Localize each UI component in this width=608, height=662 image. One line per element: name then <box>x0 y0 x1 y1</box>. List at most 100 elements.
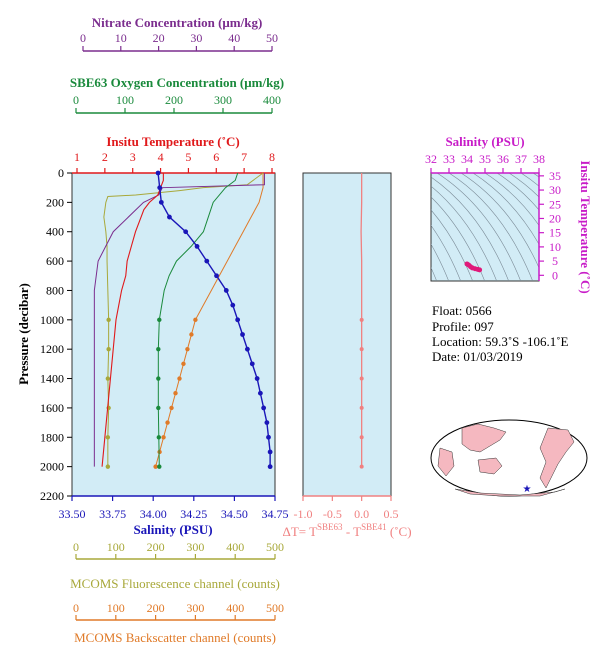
series-point <box>105 435 111 440</box>
salinity-point <box>244 346 250 352</box>
salinity-point <box>240 332 245 337</box>
salinity-point <box>167 214 172 220</box>
ts-temperature-tick-label: 0 <box>552 268 558 282</box>
delta-ticks: -1.0 -0.5 0.0 0.5 <box>294 496 399 521</box>
fluorescence-axis-title: MCOMS Fluorescence channel (counts) <box>70 576 280 591</box>
map-land-americas <box>539 427 575 489</box>
salinity-point <box>261 405 267 411</box>
temperature-ticks: 1 2 3 4 5 6 7 8 <box>74 150 275 173</box>
nitrate-tick-label: 0 <box>80 31 86 45</box>
salinity-tick-label: 34.75 <box>262 507 289 521</box>
salinity-point <box>267 449 273 455</box>
oxygen-tick-label: 400 <box>263 93 281 107</box>
delta-point <box>359 405 364 410</box>
delta-tick-label: -0.5 <box>323 507 342 521</box>
nitrate-tick-label: 40 <box>228 31 240 45</box>
salinity-point <box>223 288 229 293</box>
ts-density-contour <box>431 185 497 281</box>
backscatter-tick-label: 100 <box>107 601 125 615</box>
fluorescence-axis: 0 100 200 300 400 500 MCOMS Fluorescence chan… <box>70 540 284 591</box>
ts-salinity-tick-label: 38 <box>533 152 545 166</box>
salinity-point <box>249 361 255 367</box>
series-point <box>193 317 198 323</box>
salinity-ticks: 33.50 33.75 34.00 34.25 34.50 34.75 <box>59 496 289 521</box>
series-point <box>153 464 158 469</box>
temperature-tick-label: 5 <box>185 150 191 164</box>
salinity-point <box>157 185 163 191</box>
info-location: Location: 59.3˚S -106.1˚E <box>432 334 569 349</box>
series-point <box>161 435 166 440</box>
ts-density-contour <box>431 209 473 281</box>
float-info: Float: 0566 Profile: 097 Location: 59.3˚… <box>432 303 569 364</box>
fluorescence-tick-label: 300 <box>186 540 204 554</box>
series-point <box>106 317 111 323</box>
pressure-axis-title: Pressure (decibar) <box>16 283 31 385</box>
series-point <box>173 391 178 396</box>
oxygen-axis: SBE63 Oxygen Concentration (μm/kg) 0 100 2… <box>70 75 284 114</box>
fluorescence-tick-label: 0 <box>73 540 79 554</box>
salinity-point <box>254 376 260 381</box>
delta-point <box>359 317 364 322</box>
series-point <box>156 405 161 411</box>
ts-density-contour <box>448 173 533 281</box>
salinity-tick-label: 34.50 <box>221 507 248 521</box>
delta-label-sup1: SBE63 <box>317 522 343 532</box>
series-line-mcoms-fluorescence-channel <box>103 172 264 467</box>
ts-density-contour <box>460 173 539 269</box>
delta-point <box>359 376 364 381</box>
pressure-ticks: 0 200 400 600 800 1000 1200 1400 1600 1800 2000 220… <box>40 166 72 503</box>
map-land-australia <box>477 457 503 475</box>
series-point <box>169 405 174 411</box>
delta-label-suffix: (˚C) <box>387 524 412 539</box>
backscatter-axis-title: MCOMS Backscatter channel (counts) <box>74 630 276 645</box>
backscatter-tick-label: 400 <box>226 601 244 615</box>
nitrate-axis-title: Nitrate Concentration (μm/kg) <box>92 15 263 30</box>
ts-salinity-ticks: 32 33 34 35 36 37 38 <box>425 152 545 173</box>
info-profile: Profile: 097 <box>432 319 494 334</box>
backscatter-tick-label: 200 <box>147 601 165 615</box>
ts-temperature-tick-label: 20 <box>549 211 561 225</box>
salinity-point <box>155 170 161 176</box>
delta-tick-label: -1.0 <box>294 507 313 521</box>
oxygen-axis-title: SBE63 Oxygen Concentration (μm/kg) <box>70 75 284 90</box>
salinity-point <box>264 420 270 425</box>
salinity-point <box>267 464 273 470</box>
ts-point <box>477 267 483 273</box>
fluorescence-tick-label: 400 <box>226 540 244 554</box>
series-line-insitu-temperature <box>101 173 164 467</box>
series-point <box>185 346 190 352</box>
series-point <box>156 435 162 440</box>
ts-density-contour <box>431 224 461 281</box>
backscatter-ticks: 0 100 200 300 400 500 <box>73 601 284 620</box>
series-point <box>106 346 111 352</box>
ts-temperature-tick-label: 10 <box>549 240 561 254</box>
ts-right-axis-title: Insitu Temperature (˚C) <box>578 160 593 293</box>
salinity-tick-label: 34.00 <box>140 507 167 521</box>
temperature-tick-label: 6 <box>213 150 219 164</box>
salinity-tick-label: 33.75 <box>99 507 126 521</box>
map-land-africa <box>437 447 455 477</box>
pressure-tick-label: 2200 <box>40 489 64 503</box>
map-land-asia <box>461 423 507 453</box>
series-point <box>156 376 161 381</box>
temperature-tick-label: 3 <box>130 150 136 164</box>
ts-salinity-tick-label: 33 <box>443 152 455 166</box>
ts-salinity-tick-label: 34 <box>461 152 473 166</box>
delta-point <box>359 464 364 469</box>
series-point <box>156 346 161 352</box>
salinity-point <box>183 229 189 235</box>
salinity-point <box>230 302 236 308</box>
ts-density-contour <box>436 173 521 281</box>
ts-density-contours <box>431 173 539 281</box>
pressure-tick-label: 600 <box>46 254 64 268</box>
salinity-tick-label: 33.50 <box>59 507 86 521</box>
temperature-tick-label: 7 <box>241 150 247 164</box>
delta-axis-title: ΔT= TSBE63 - TSBE41 (˚C) <box>282 522 411 539</box>
delta-point <box>359 435 364 440</box>
backscatter-tick-label: 300 <box>186 601 204 615</box>
ts-temperature-tick-label: 25 <box>549 197 561 211</box>
delta-label-mid: - T <box>343 524 362 539</box>
pressure-tick-label: 1800 <box>40 430 64 444</box>
salinity-point <box>194 244 200 249</box>
fluorescence-tick-label: 100 <box>107 540 125 554</box>
